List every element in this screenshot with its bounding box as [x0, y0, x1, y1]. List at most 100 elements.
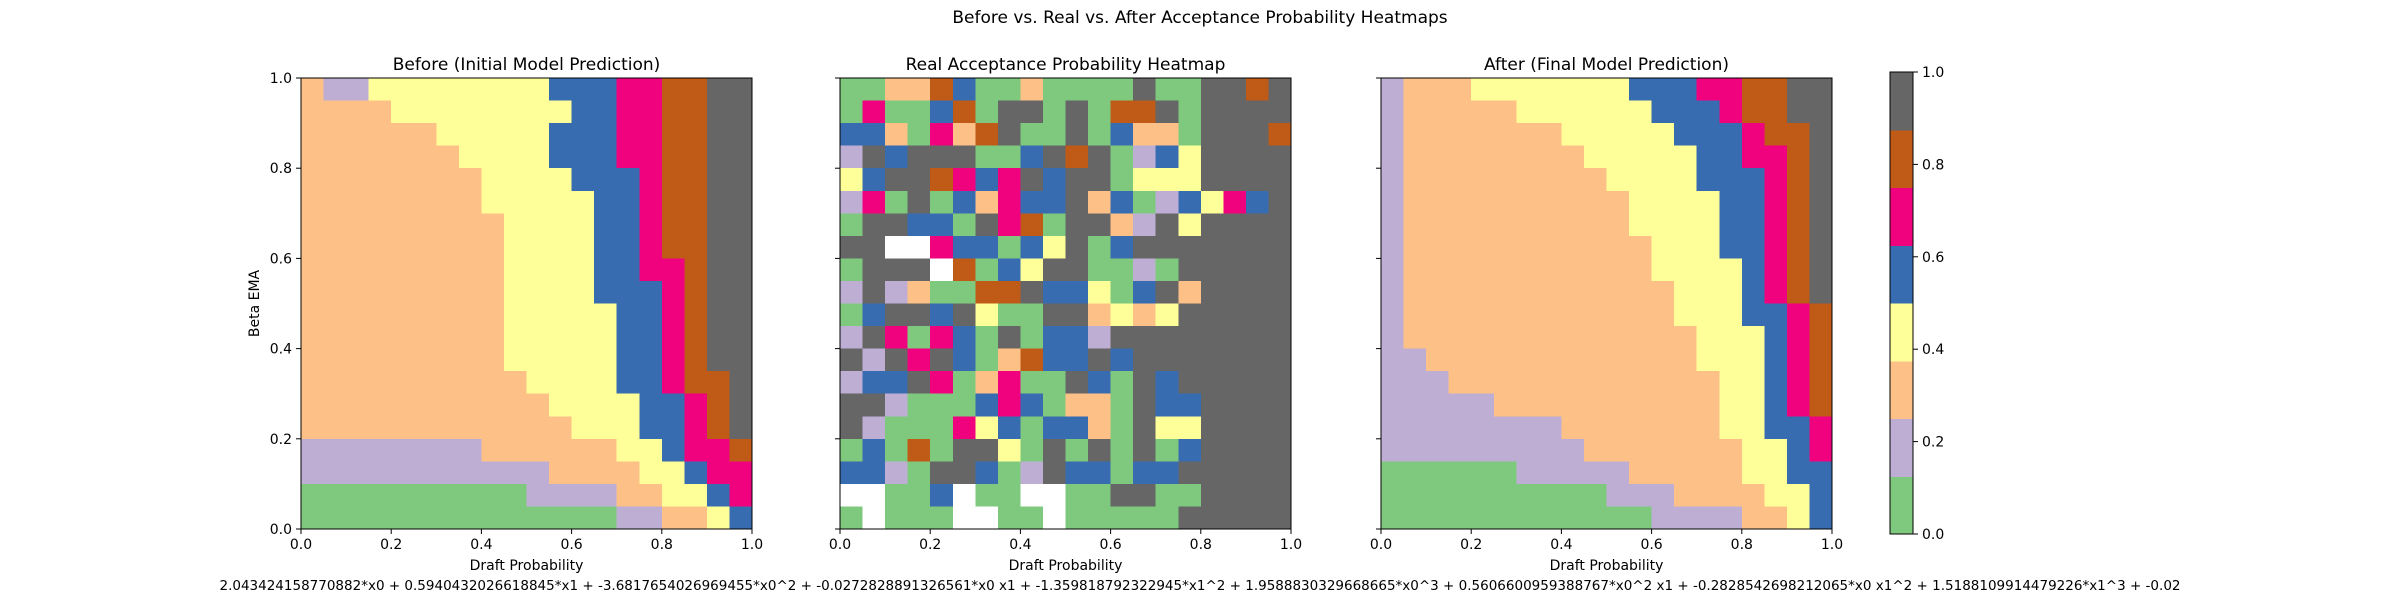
heatmap-cell — [862, 348, 886, 372]
heatmap-cell — [1629, 506, 1653, 530]
heatmap-cell — [1786, 78, 1811, 102]
heatmap-cell — [1042, 213, 1067, 237]
heatmap-cell — [1268, 145, 1292, 169]
heatmap-cell — [1403, 461, 1427, 485]
heatmap-cell — [1719, 280, 1743, 305]
x-tick-label: 0.2 — [919, 537, 941, 553]
heatmap-cell — [1741, 213, 1765, 237]
heatmap-cell — [1110, 393, 1134, 417]
heatmap-cell — [1606, 280, 1630, 305]
heatmap-cell — [907, 326, 931, 350]
heatmap-cell — [684, 168, 708, 192]
heatmap-cell — [571, 303, 595, 327]
heatmap-cell — [1223, 326, 1247, 350]
heatmap-cell — [1448, 348, 1472, 372]
heatmap-cell — [1155, 78, 1179, 102]
heatmap-cell — [1042, 190, 1067, 214]
heatmap-cell — [413, 190, 437, 214]
heatmap-cell — [840, 280, 864, 305]
heatmap-cell — [885, 371, 909, 395]
heatmap-cell — [684, 123, 708, 147]
heatmap-cell — [840, 506, 864, 530]
heatmap-cell — [1381, 168, 1405, 192]
heatmap-cell — [1200, 506, 1224, 530]
heatmap-cell — [1088, 213, 1112, 237]
heatmap-cell — [840, 483, 864, 508]
heatmap-cell — [1020, 280, 1044, 305]
heatmap-cell — [862, 258, 886, 282]
heatmap-cell — [885, 506, 909, 530]
heatmap-cell — [862, 393, 886, 417]
heatmap-cell — [1065, 438, 1089, 462]
heatmap-cell — [481, 416, 505, 440]
heatmap-cell — [1674, 168, 1698, 192]
heatmap-cell — [1133, 190, 1157, 214]
heatmap-cell — [1381, 393, 1405, 417]
y-tick-label: 0.4 — [270, 342, 292, 358]
heatmap-cell — [1471, 326, 1495, 350]
heatmap-cell — [1493, 461, 1517, 485]
heatmap-cell — [1651, 213, 1675, 237]
heatmap-cell — [1178, 123, 1202, 147]
heatmap-cell — [1606, 438, 1630, 462]
heatmap-cell — [952, 506, 976, 530]
heatmap-cell — [1020, 78, 1044, 102]
heatmap-cell — [684, 326, 708, 350]
heatmap-cell — [1223, 235, 1247, 259]
heatmap-cell — [368, 348, 392, 372]
heatmap-cell — [729, 348, 753, 372]
heatmap-cell — [1719, 168, 1743, 192]
heatmap-cell — [1493, 393, 1517, 417]
heatmap-cell — [840, 78, 864, 102]
heatmap-cell — [571, 123, 595, 147]
heatmap-cell — [1042, 123, 1067, 147]
heatmap-cell — [997, 303, 1021, 327]
heatmap-cell — [346, 438, 370, 462]
heatmap-cell — [301, 78, 325, 102]
heatmap-cell — [1403, 168, 1427, 192]
heatmap-cell — [684, 371, 708, 395]
heatmap-cell — [1493, 168, 1517, 192]
heatmap-cell — [885, 78, 909, 102]
heatmap-cell — [346, 483, 370, 508]
heatmap-cell — [1381, 506, 1405, 530]
heatmap-cell — [481, 506, 505, 530]
heatmap-cell — [1809, 258, 1833, 282]
heatmap-cell — [346, 416, 370, 440]
heatmap-cell — [930, 348, 954, 372]
heatmap-cell — [549, 483, 573, 508]
heatmap-cell — [301, 506, 325, 530]
heatmap-cell — [1471, 100, 1495, 124]
heatmap-cell — [639, 168, 663, 192]
heatmap-cell — [1200, 258, 1224, 282]
heatmap-cell — [1606, 506, 1630, 530]
heatmap-cell — [1110, 235, 1134, 259]
heatmap-cell — [1133, 438, 1157, 462]
heatmap-cell — [1741, 461, 1765, 485]
heatmap-cell — [594, 416, 618, 440]
heatmap-cell — [1223, 348, 1247, 372]
heatmap-cell — [1381, 258, 1405, 282]
heatmap-cell — [549, 145, 573, 169]
heatmap-cell — [1493, 190, 1517, 214]
heatmap-cell — [1606, 348, 1630, 372]
heatmap-cell — [1381, 100, 1405, 124]
heatmap-cell — [1042, 393, 1067, 417]
heatmap-cell — [481, 145, 505, 169]
heatmap-cell — [346, 100, 370, 124]
heatmap-cell — [1448, 416, 1472, 440]
heatmap-cell — [301, 461, 325, 485]
heatmap-cell — [549, 438, 573, 462]
heatmap-cell — [549, 235, 573, 259]
heatmap-cell — [1764, 123, 1788, 147]
heatmap-cell — [1088, 123, 1112, 147]
heatmap-cell — [616, 168, 640, 192]
heatmap-cell — [1223, 506, 1247, 530]
heatmap-cell — [862, 190, 886, 214]
heatmap-cell — [1403, 393, 1427, 417]
heatmap-cell — [1719, 78, 1743, 102]
heatmap-cell — [436, 78, 460, 102]
heatmap-cell — [1651, 145, 1675, 169]
heatmap-cell — [1065, 371, 1089, 395]
